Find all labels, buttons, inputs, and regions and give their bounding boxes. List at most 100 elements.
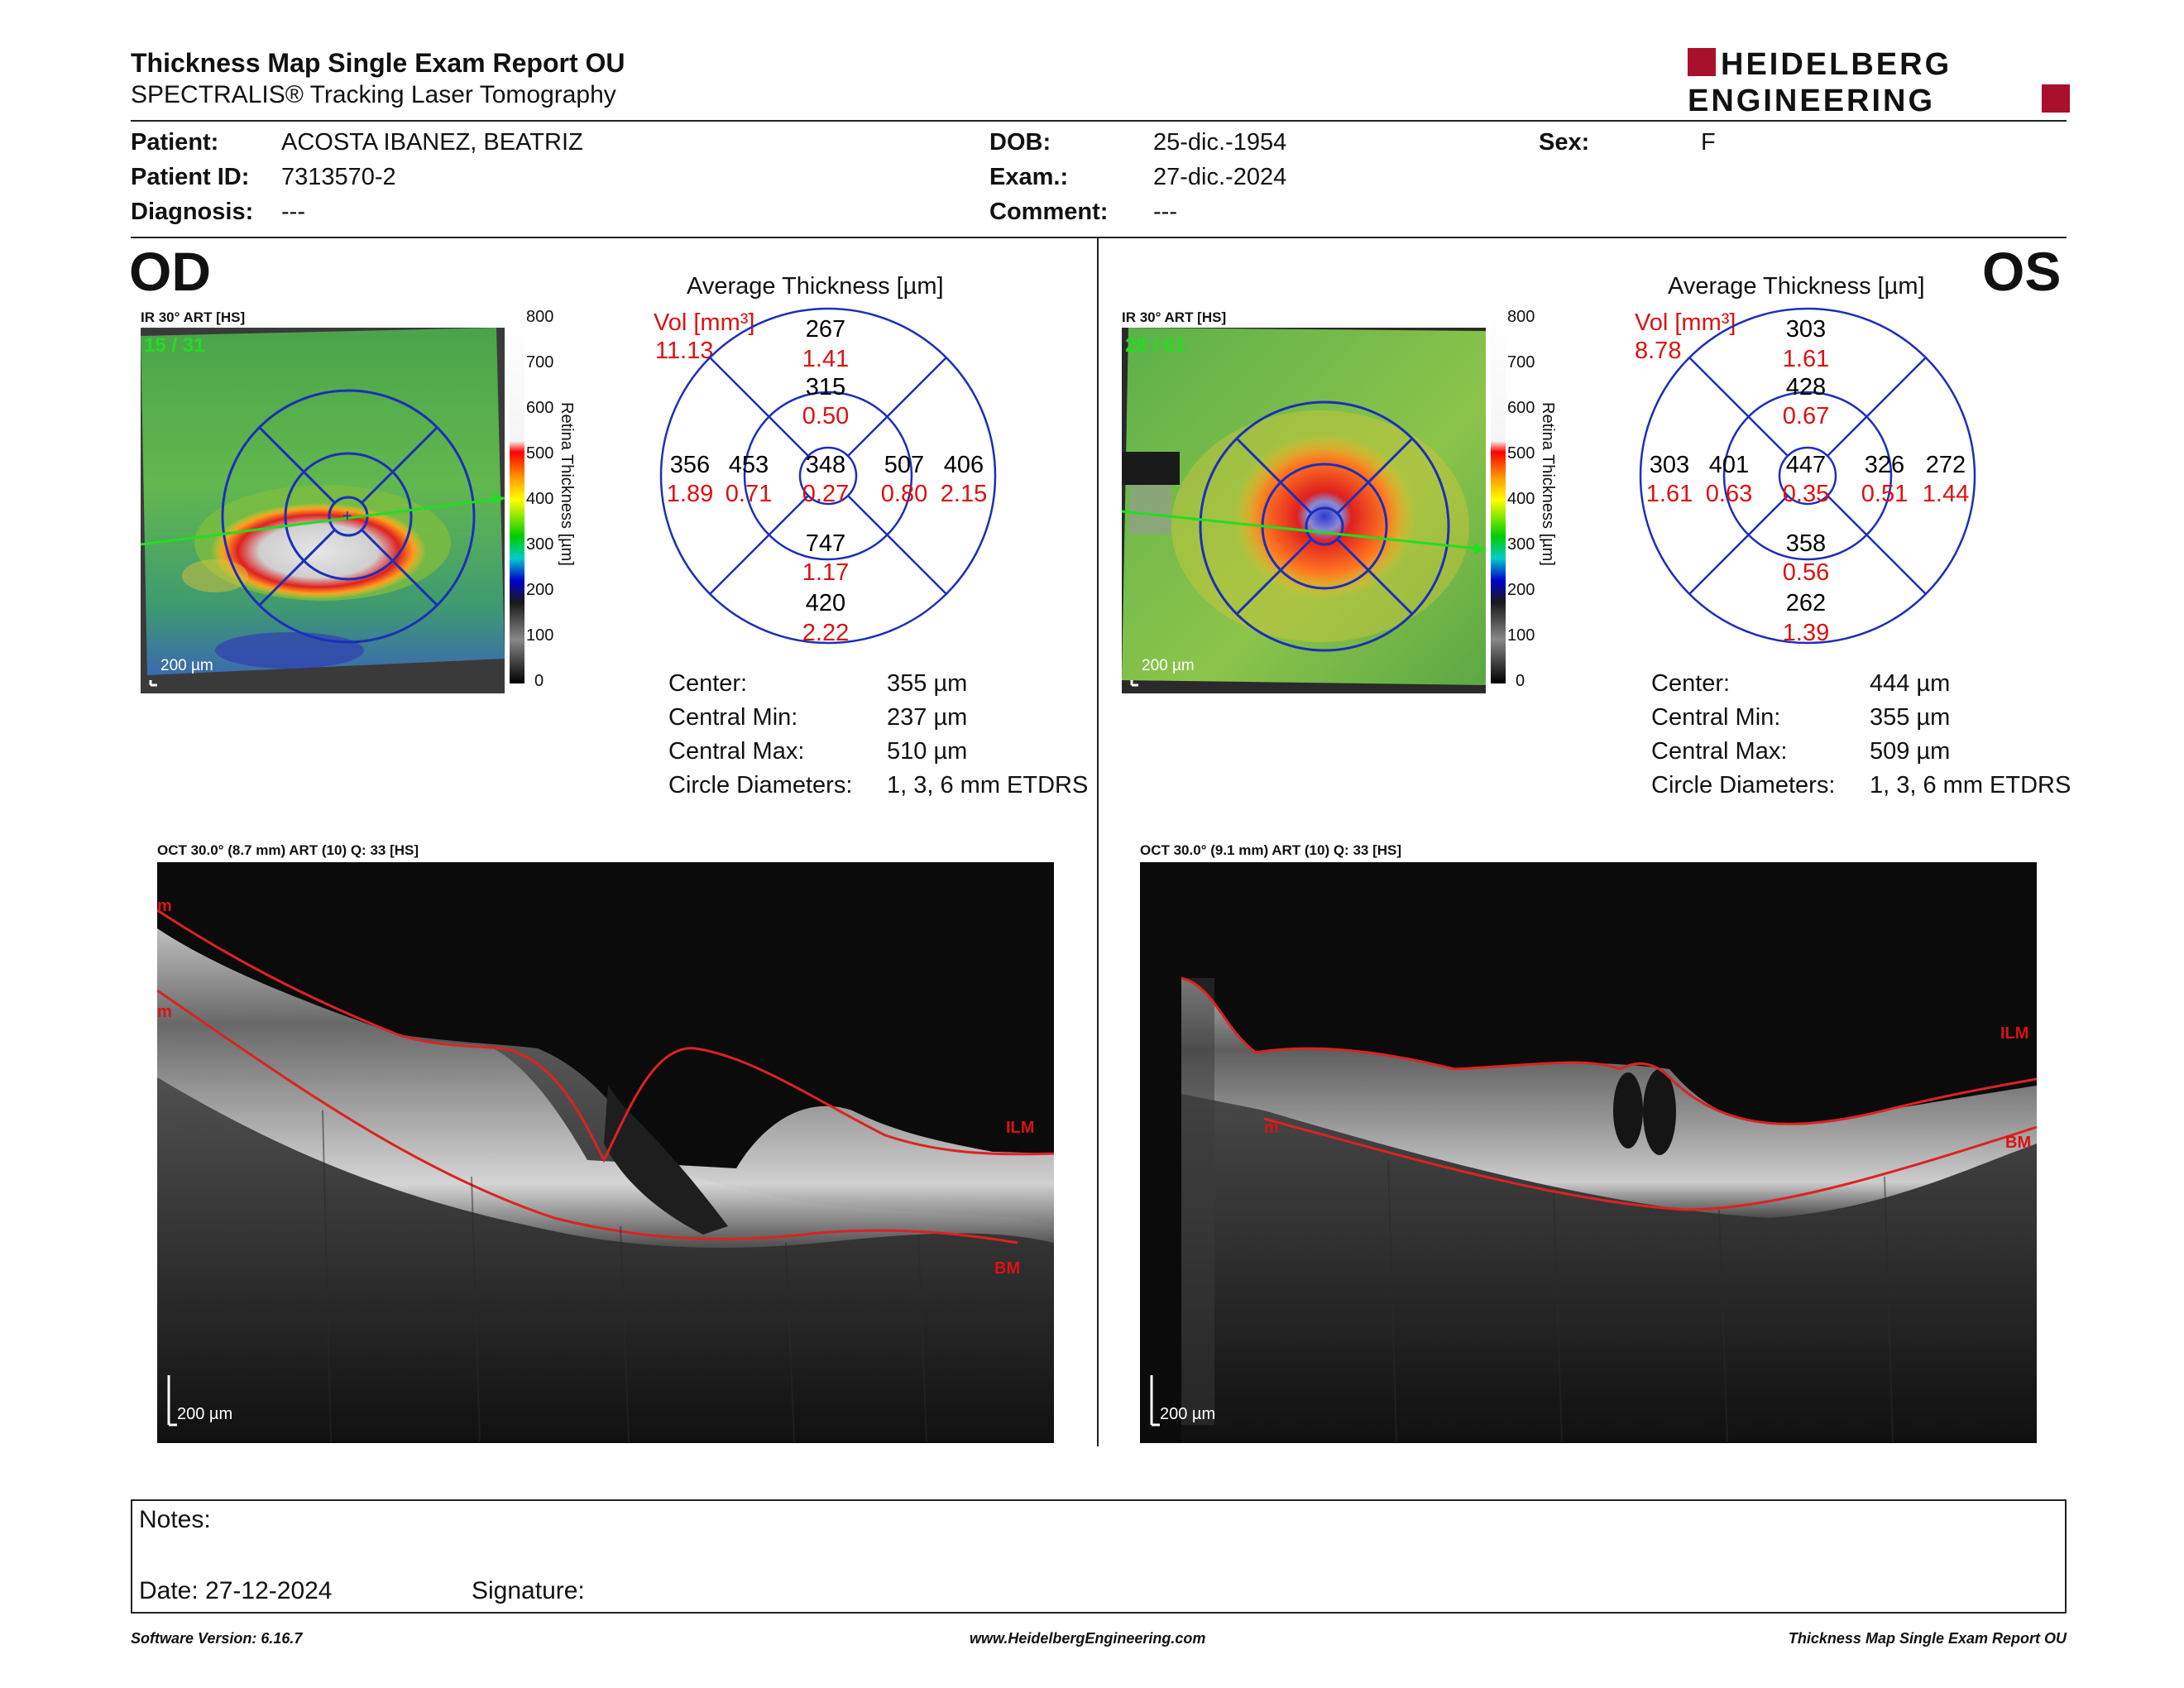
od-eye-label: OD [129,241,211,302]
sex-label: Sex: [1539,129,1590,156]
os-frame-counter: 28 / 61 [1125,334,1186,357]
os-map-scalebar: 200 µm [1142,657,1195,674]
svg-text:406: 406 [944,452,984,478]
svg-text:747: 747 [806,530,845,557]
notes-box[interactable]: Notes: Date: 27-12-2024 Signature: [131,1499,2067,1614]
svg-text:0.56: 0.56 [1783,559,1829,586]
os-vol-label: Vol [mm³] [1635,309,1736,336]
svg-text:0.51: 0.51 [1861,481,1908,507]
od-tick-700: 700 [526,353,554,372]
sex-value: F [1701,129,1716,156]
od-tick-300: 300 [526,535,554,554]
os-colorbar-label: Retina Thickness [µm] [1539,402,1557,566]
svg-text:428: 428 [1786,374,1826,400]
od-colorbar-label: Retina Thickness [µm] [558,402,576,566]
os-tick-300: 300 [1507,535,1535,554]
svg-text:1.89: 1.89 [667,481,713,507]
od-map-label: IR 30° ART [HS] [141,309,246,325]
svg-text:453: 453 [729,452,769,478]
os-map-label: IR 30° ART [HS] [1122,309,1227,325]
os-tick-500: 500 [1507,444,1535,463]
patient-id-label: Patient ID: [131,164,250,190]
od-map-scalebar: 200 µm [160,657,213,674]
os-eye-label: OS [1982,241,2062,302]
report-subtitle: SPECTRALIS® Tracking Laser Tomography [131,81,616,108]
od-tick-100: 100 [526,626,554,645]
od-central-max-value: 510 µm [887,738,968,765]
os-central-max-label: Central Max: [1651,738,1788,765]
patient-name: ACOSTA IBANEZ, BEATRIZ [281,129,583,156]
od-circle-diam-label: Circle Diameters: [668,772,853,798]
od-circle-diam-value: 1, 3, 6 mm ETDRS [887,772,1089,798]
od-oct-scalebar: 200 µm [177,1405,233,1423]
os-oct-scalebar: 200 µm [1160,1405,1216,1423]
svg-text:315: 315 [806,374,845,400]
od-tick-400: 400 [526,490,554,508]
od-central-min-label: Central Min: [668,704,798,731]
os-circle-diam-label: Circle Diameters: [1651,772,1836,798]
svg-text:2.15: 2.15 [941,481,987,507]
comment-value: --- [1153,199,1177,225]
svg-text:+: + [342,507,352,525]
svg-text:1.44: 1.44 [1923,481,1969,507]
od-oct-tag-m2: m [157,1003,172,1021]
os-oct-tag-bm: BM [2005,1134,2032,1152]
signature-label: Signature: [472,1577,585,1604]
footer-software-version: Software Version: 6.16.7 [131,1630,303,1647]
svg-text:1.17: 1.17 [802,559,849,586]
od-oct-tag-m1: m [157,897,172,915]
svg-text:303: 303 [1650,452,1689,478]
svg-text:2.22: 2.22 [802,620,849,645]
svg-text:420: 420 [806,590,845,616]
os-tick-400: 400 [1507,490,1535,508]
footer-report-name: Thickness Map Single Exam Report OU [1788,1630,2067,1647]
os-etdrs-grid: 303 1.61 428 0.67 447 0.35 401 0.63 326 … [1639,307,1976,645]
svg-text:1.61: 1.61 [1646,481,1693,507]
od-colorbar-ticks: 800 700 600 500 400 300 200 100 0 [526,308,559,697]
od-oct-tag-ilm: ILM [1006,1119,1035,1137]
os-central-min-label: Central Min: [1651,704,1781,731]
od-tick-600: 600 [526,399,554,417]
svg-text:0.67: 0.67 [1783,403,1829,429]
patient-id: 7313570-2 [281,164,396,190]
os-tick-600: 600 [1507,399,1535,417]
os-oct-tag-ilm: ILM [2000,1024,2029,1043]
diagnosis-label: Diagnosis: [131,199,254,225]
patient-label: Patient: [131,129,219,156]
os-oct-tag-m1: m [1264,1119,1279,1137]
svg-text:401: 401 [1709,452,1749,478]
notes-label: Notes: [139,1506,211,1533]
od-frame-counter: 15 / 31 [144,334,205,357]
exam-value: 27-dic.-2024 [1153,164,1287,190]
os-central-max-value: 509 µm [1870,738,1951,765]
svg-text:303: 303 [1786,316,1826,343]
od-vol-total: 11.13 [655,338,714,364]
dob-value: 25-dic.-1954 [1153,129,1287,156]
dob-label: DOB: [989,129,1051,156]
svg-text:0.71: 0.71 [726,481,772,507]
svg-text:0.50: 0.50 [802,403,849,429]
od-etdrs-grid: 267 1.41 315 0.50 348 0.27 453 0.71 507 … [659,307,997,645]
svg-text:HEIDELBERG: HEIDELBERG [1721,47,1952,82]
svg-text:0.80: 0.80 [881,481,927,507]
os-colorbar-ticks: 800 700 600 500 400 300 200 100 0 [1507,308,1540,697]
od-center-value: 355 µm [887,670,968,697]
svg-text:0.27: 0.27 [802,481,849,507]
svg-text:358: 358 [1786,530,1826,557]
os-thickness-colorbar [1491,316,1506,683]
os-center-label: Center: [1651,670,1731,697]
os-oct-bscan: m ILM BM 200 µm [1140,862,2037,1443]
os-tick-100: 100 [1507,626,1535,645]
eye-divider [1097,238,1099,1446]
os-central-min-value: 355 µm [1870,704,1951,731]
diagnosis-value: --- [281,199,305,225]
od-oct-label: OCT 30.0° (8.7 mm) ART (10) Q: 33 [HS] [157,842,419,858]
os-tick-800: 800 [1507,308,1535,326]
od-vol-label: Vol [mm³] [654,309,755,336]
od-tick-0: 0 [534,672,544,690]
svg-text:326: 326 [1865,452,1904,478]
svg-text:1.61: 1.61 [1783,346,1829,372]
svg-text:262: 262 [1786,590,1826,616]
od-avg-title: Average Thickness [µm] [687,273,944,300]
svg-text:0.35: 0.35 [1783,481,1829,507]
